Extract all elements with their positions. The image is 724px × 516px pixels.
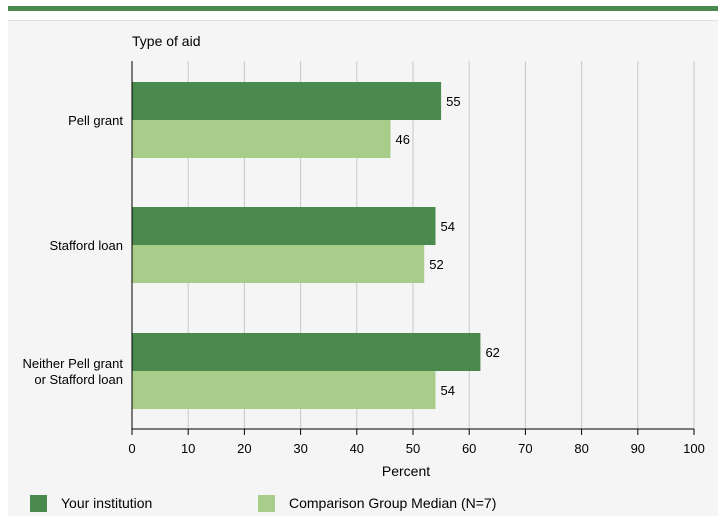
x-tick-label-40: 40 (350, 441, 364, 456)
data-labels: 55 46 54 52 62 54 (396, 94, 500, 398)
x-axis: 0 10 20 30 40 50 60 70 80 90 100 (128, 61, 705, 456)
legend-item-comparison: Comparison Group Median (N=7) (258, 494, 496, 512)
bar-comparison-0 (132, 120, 391, 158)
x-tick-label-0: 0 (128, 441, 135, 456)
x-tick-label-70: 70 (518, 441, 532, 456)
data-label-your-institution-0: 55 (446, 94, 460, 109)
bar-your-institution-1 (132, 207, 436, 245)
x-tick-label-20: 20 (237, 441, 251, 456)
x-tick-label-50: 50 (406, 441, 420, 456)
bar-comparison-2 (132, 371, 436, 409)
x-tick-label-10: 10 (181, 441, 195, 456)
category-axis-title: Type of aid (132, 33, 201, 49)
chart-panel: Type of aid 55 46 54 52 62 54 Pell grant Staff… (8, 20, 718, 491)
data-label-comparison-0: 46 (396, 132, 410, 147)
bar-your-institution-2 (132, 333, 481, 371)
x-tick-label-30: 30 (293, 441, 307, 456)
x-tick-label-100: 100 (683, 441, 705, 456)
bar-chart: Type of aid 55 46 54 52 62 54 Pell grant Staff… (23, 33, 705, 479)
bar-comparison-1 (132, 245, 425, 283)
x-tick-label-80: 80 (574, 441, 588, 456)
category-label-2: Neither Pell grant or Stafford loan (23, 356, 124, 387)
x-tick-label-60: 60 (462, 441, 476, 456)
category-label-line: Pell grant (68, 113, 123, 128)
legend-swatch-your-institution (30, 494, 47, 512)
bar-your-institution-0 (132, 82, 442, 120)
category-label-line: Neither Pell grant (23, 356, 124, 371)
x-tick-label-90: 90 (631, 441, 645, 456)
legend-label-comparison: Comparison Group Median (N=7) (289, 495, 497, 511)
data-label-comparison-1: 52 (429, 257, 443, 272)
category-labels: Pell grant Stafford loan Neither Pell gran… (23, 113, 124, 387)
data-label-your-institution-1: 54 (440, 219, 454, 234)
category-label-0: Pell grant (68, 113, 123, 128)
category-label-1: Stafford loan (50, 238, 123, 253)
legend-label-your-institution: Your institution (61, 495, 153, 511)
data-label-your-institution-2: 62 (485, 345, 499, 360)
category-label-line: Stafford loan (50, 238, 123, 253)
header-accent-bar (8, 6, 718, 11)
category-label-line: or Stafford loan (34, 372, 123, 387)
bars (132, 82, 481, 409)
legend-swatch-comparison (258, 494, 275, 512)
x-axis-title: Percent (382, 463, 430, 479)
legend: Your institution Comparison Group Median… (8, 490, 718, 516)
legend-item-your-institution: Your institution (30, 494, 152, 512)
data-label-comparison-2: 54 (440, 383, 454, 398)
